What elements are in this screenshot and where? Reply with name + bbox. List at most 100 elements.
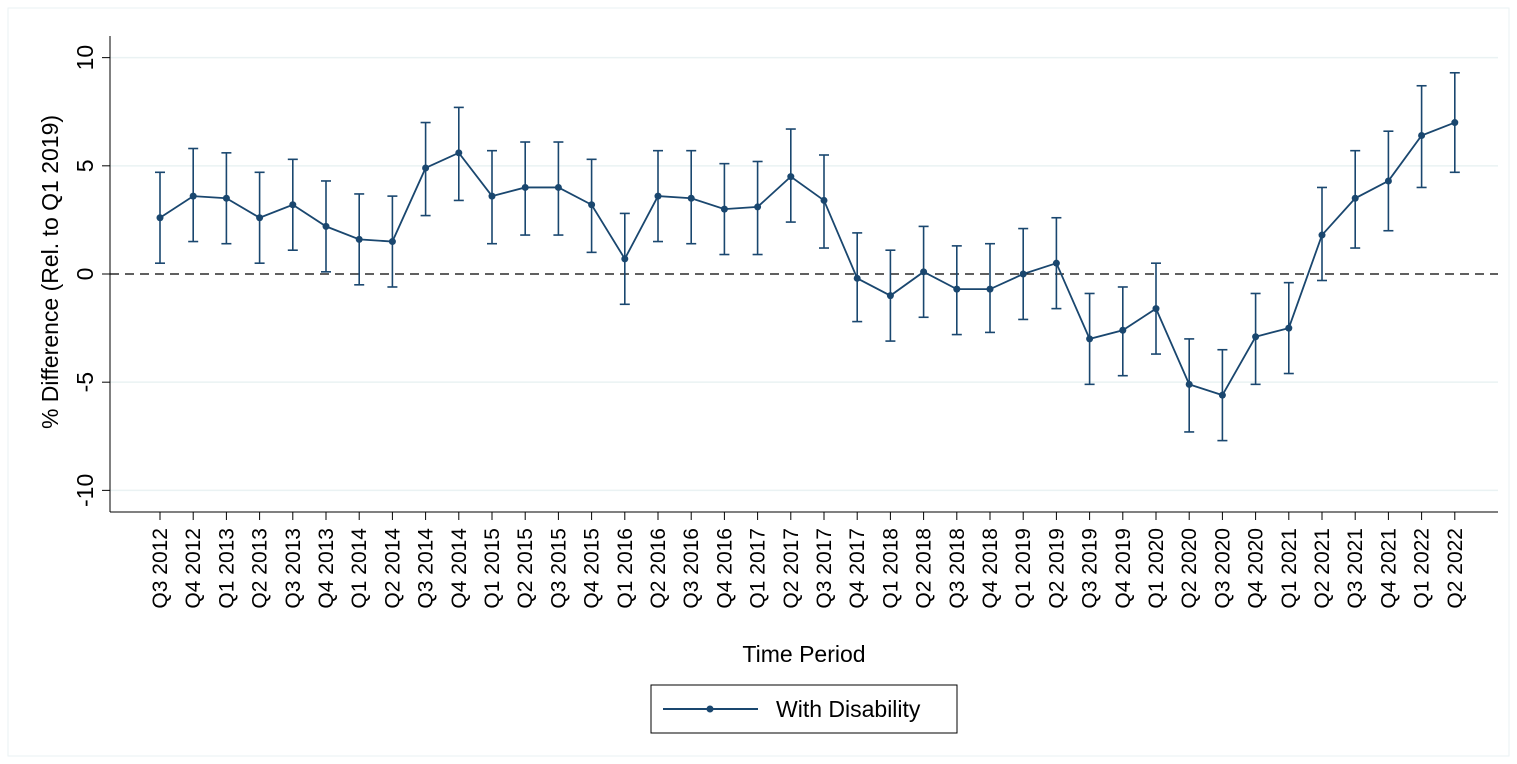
x-tick-label: Q1 2022 [1411, 528, 1434, 609]
data-point [1052, 259, 1060, 267]
x-tick-label: Q4 2013 [315, 528, 338, 609]
data-point [1019, 270, 1027, 278]
x-tick-label: Q1 2016 [614, 528, 637, 609]
x-tick-label: Q4 2015 [581, 528, 604, 609]
x-tick-label: Q2 2018 [913, 528, 936, 609]
x-tick-label: Q1 2014 [348, 528, 371, 609]
data-point [422, 164, 430, 172]
x-tick-label: Q2 2022 [1444, 528, 1467, 609]
data-point [986, 285, 994, 293]
x-tick-label: Q1 2018 [879, 528, 902, 609]
x-tick-label: Q1 2017 [747, 528, 770, 609]
data-point [820, 196, 828, 204]
x-tick-label: Q2 2013 [249, 528, 272, 609]
data-point [355, 235, 363, 243]
x-tick-label: Q4 2014 [448, 528, 471, 609]
x-tick-label: Q3 2012 [149, 528, 172, 609]
outer-frame [7, 7, 1510, 757]
x-tick-label: Q1 2015 [481, 528, 504, 609]
legend-marker [706, 705, 714, 713]
data-point [488, 192, 496, 200]
data-point [654, 192, 662, 200]
x-tick-label: Q2 2015 [514, 528, 537, 609]
x-tick-label: Q4 2016 [713, 528, 736, 609]
x-tick-label: Q1 2013 [215, 528, 238, 609]
x-tick-label: Q1 2019 [1012, 528, 1035, 609]
data-points [156, 119, 1459, 399]
data-point [554, 183, 562, 191]
data-point [289, 201, 297, 209]
x-tick-label: Q3 2018 [946, 528, 969, 609]
x-tick-label: Q2 2020 [1178, 528, 1201, 609]
data-point [1086, 335, 1094, 343]
x-tick-label: Q2 2019 [1045, 528, 1068, 609]
data-point [1418, 132, 1426, 140]
data-point [1285, 324, 1293, 332]
data-point [1119, 326, 1127, 334]
x-tick-label: Q2 2021 [1311, 528, 1334, 609]
series-line-with-disability [159, 121, 1456, 397]
data-point [920, 268, 928, 276]
data-point [189, 192, 197, 200]
data-point [1152, 305, 1160, 313]
x-tick-label: Q4 2018 [979, 528, 1002, 609]
data-point [521, 183, 529, 191]
x-axis-label: Time Period [742, 641, 865, 667]
data-point [754, 203, 762, 211]
x-tick-label: Q4 2019 [1112, 528, 1135, 609]
series-line [159, 121, 1456, 397]
x-tick-label: Q4 2020 [1245, 528, 1268, 609]
x-tick-label: Q4 2017 [846, 528, 869, 609]
data-point [388, 238, 396, 246]
y-tick-label: -10 [72, 474, 98, 507]
data-point [1318, 231, 1326, 239]
data-point [886, 292, 894, 300]
data-point [1252, 333, 1260, 341]
x-tick-label: Q4 2021 [1377, 528, 1400, 609]
data-point [455, 149, 463, 157]
y-tick-label: 0 [72, 268, 98, 281]
y-tick-label: -5 [72, 372, 98, 392]
data-point [322, 222, 330, 230]
data-point [687, 194, 695, 202]
data-point [1351, 194, 1359, 202]
grid-lines [110, 56, 1498, 492]
data-point [787, 173, 795, 181]
x-tick-label: Q3 2017 [813, 528, 836, 609]
y-tick-label: 5 [72, 159, 98, 172]
data-point [621, 255, 629, 263]
data-point [853, 274, 861, 282]
x-tick-label: Q3 2021 [1344, 528, 1367, 609]
x-tick-label: Q1 2020 [1145, 528, 1168, 609]
x-tick-label: Q2 2014 [381, 528, 404, 609]
x-tick-label: Q3 2020 [1211, 528, 1234, 609]
data-point [588, 201, 596, 209]
legend-label: With Disability [776, 696, 921, 722]
x-tick-label: Q1 2021 [1278, 528, 1301, 609]
data-point [222, 194, 230, 202]
x-tick-label: Q3 2016 [680, 528, 703, 609]
x-tick-label: Q2 2016 [647, 528, 670, 609]
legend: With Disability [650, 684, 958, 734]
y-tick-label: 10 [72, 45, 98, 71]
axes [102, 36, 1498, 520]
x-tick-label: Q3 2013 [282, 528, 305, 609]
x-tick-label: Q3 2019 [1079, 528, 1102, 609]
data-point [256, 214, 264, 222]
x-tick-label: Q2 2017 [780, 528, 803, 609]
y-axis-label: % Difference (Rel. to Q1 2019) [37, 115, 63, 429]
x-tick-label: Q4 2012 [182, 528, 205, 609]
y-tick-labels: -10 -5 0 5 10 [72, 45, 98, 507]
data-point [1185, 380, 1193, 388]
x-tick-labels: Q3 2012 Q4 2012 Q1 2013 Q2 2013 Q3 2013 Q4 20… [149, 528, 1467, 609]
data-point [1218, 391, 1226, 399]
data-point [953, 285, 961, 293]
x-tick-label: Q3 2015 [547, 528, 570, 609]
data-point [156, 214, 164, 222]
data-point [1384, 177, 1392, 185]
data-point [720, 205, 728, 213]
x-tick-label: Q3 2014 [415, 528, 438, 609]
data-point [1451, 119, 1459, 127]
